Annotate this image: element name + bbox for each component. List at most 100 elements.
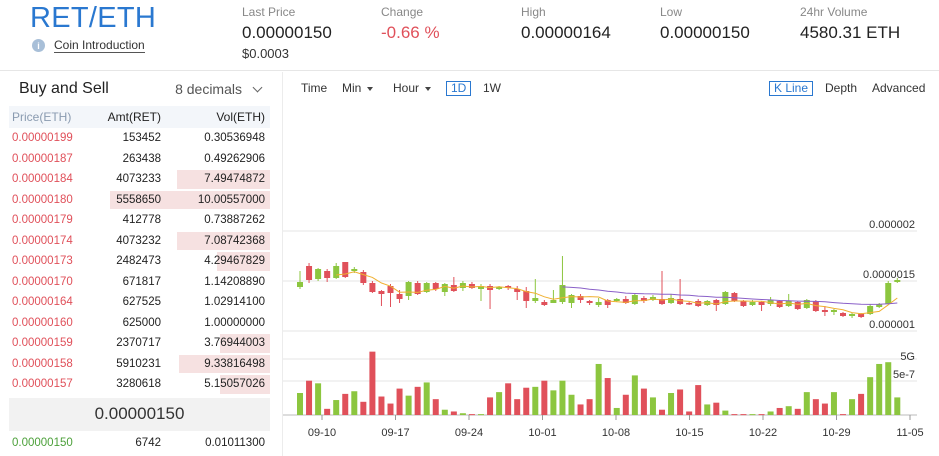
ask-volume: 9.33816498 <box>204 357 265 370</box>
volume-bar <box>559 380 566 415</box>
candle-body <box>387 286 394 293</box>
stat-value: 0.00000164 <box>521 23 611 42</box>
ask-row[interactable]: 0.00000184 4073233 7.49474872 <box>9 169 270 190</box>
volume-bar <box>894 397 901 415</box>
pair-title: RET/ETH <box>30 2 157 34</box>
stat-label: High <box>521 5 546 19</box>
ask-row[interactable]: 0.00000158 5910231 9.33816498 <box>9 354 270 375</box>
col-price: Price(ETH) <box>12 110 72 124</box>
volume-bar <box>631 375 638 415</box>
ask-row[interactable]: 0.00000173 2482473 4.29467829 <box>9 251 270 272</box>
coin-intro-link[interactable]: i Coin Introduction <box>32 38 145 53</box>
ask-row[interactable]: 0.00000199 153452 0.30536948 <box>9 128 270 149</box>
x-tick-label: 11-05 <box>896 427 923 439</box>
ask-row[interactable]: 0.00000160 625000 1.00000000 <box>9 313 270 334</box>
volume-bar <box>496 392 503 415</box>
ask-row[interactable]: 0.00000179 412778 0.73887262 <box>9 210 270 231</box>
volume-bar <box>821 403 828 415</box>
col-amount: Amt(RET) <box>107 110 161 124</box>
depth-bar <box>220 375 270 394</box>
volume-bar <box>342 393 349 415</box>
volume-bar <box>749 414 756 416</box>
x-tick-label: 10-22 <box>749 427 777 439</box>
ask-row[interactable]: 0.00000180 5558650 10.00557000 <box>9 190 270 211</box>
ask-volume: 1.14208890 <box>204 275 265 288</box>
candle-body <box>351 269 358 271</box>
ask-row[interactable]: 0.00000187 263438 0.49262906 <box>9 149 270 170</box>
ask-volume: 1.00000000 <box>204 316 265 329</box>
ask-row[interactable]: 0.00000164 627525 1.02914100 <box>9 292 270 313</box>
tab-hour[interactable]: Hour <box>393 82 432 95</box>
decimals-select[interactable]: 8 decimals <box>175 81 263 97</box>
candle-body <box>505 286 512 288</box>
tab-min[interactable]: Min <box>342 82 374 95</box>
tab-k-line[interactable]: K Line <box>769 81 814 96</box>
bid-row[interactable]: 0.00000150 6742 0.01011300 <box>9 433 270 454</box>
ask-volume: 0.73887262 <box>204 214 265 227</box>
tab-advanced[interactable]: Advanced <box>872 81 926 95</box>
caret-down-icon <box>367 86 374 91</box>
ask-price: 0.00000174 <box>12 234 73 247</box>
ask-row[interactable]: 0.00000157 3280618 5.15057026 <box>9 374 270 395</box>
ask-price: 0.00000184 <box>12 173 73 186</box>
depth-bar <box>220 334 270 353</box>
chart-toolbar: Time Min Hour 1D 1W K Line Depth Advance… <box>283 72 939 104</box>
volume-bar <box>812 399 819 415</box>
y-tick-label: 0.0000015 <box>863 269 915 281</box>
candle-body <box>821 310 828 312</box>
volume-bar <box>740 414 747 416</box>
ask-price: 0.00000157 <box>12 378 73 391</box>
volume-bar <box>459 413 466 415</box>
ask-amount: 3280618 <box>116 378 161 391</box>
candle-body <box>297 282 303 287</box>
ask-price: 0.00000158 <box>12 357 73 370</box>
ask-row[interactable]: 0.00000174 4073232 7.08742368 <box>9 231 270 252</box>
tab-1d[interactable]: 1D <box>446 81 472 96</box>
candle-body <box>360 272 367 283</box>
volume-bar <box>333 400 340 415</box>
y-tick-label: 5e-7 <box>893 369 915 381</box>
candle-body <box>885 283 892 304</box>
candle-body <box>378 291 385 294</box>
ask-price: 0.00000170 <box>12 275 73 288</box>
candle-body <box>496 287 503 289</box>
candle-body <box>478 286 484 289</box>
candle-body <box>532 298 539 301</box>
candle-body <box>758 302 765 305</box>
ask-volume: 7.08742368 <box>204 234 265 247</box>
stat-value: 0.00000150 <box>242 23 332 42</box>
bid-price: 0.00000150 <box>12 436 73 449</box>
tab-time[interactable]: Time <box>301 81 328 95</box>
candle-body <box>333 266 340 278</box>
stat-label: Change <box>381 5 424 19</box>
volume-bar <box>695 385 702 415</box>
candle-body <box>369 283 376 292</box>
coin-intro-label: Coin Introduction <box>54 38 145 53</box>
candle-body <box>604 300 611 305</box>
candle-body <box>441 284 448 292</box>
ask-volume: 3.76944003 <box>204 337 265 350</box>
bid-amount: 6742 <box>135 436 161 449</box>
ask-volume: 1.02914100 <box>204 296 265 309</box>
kline-chart[interactable]: 0.000002 0.0000015 0.000001 5e-7 5G 09-10 09-1… <box>283 72 939 456</box>
ask-amount: 4073232 <box>116 234 161 247</box>
candle-body <box>803 300 810 308</box>
volume-bar <box>423 382 430 415</box>
y-tick-label: 0.000002 <box>869 219 915 231</box>
ask-row[interactable]: 0.00000170 671817 1.14208890 <box>9 272 270 293</box>
depth-bar <box>178 354 270 373</box>
volume-bar <box>414 386 421 415</box>
info-icon: i <box>32 39 45 52</box>
candle-body <box>559 285 566 302</box>
volume-bar <box>849 399 856 415</box>
ask-price: 0.00000159 <box>12 337 73 350</box>
tab-depth[interactable]: Depth <box>825 81 858 95</box>
candle-body <box>749 302 756 305</box>
ask-row[interactable]: 0.00000159 2370717 3.76944003 <box>9 333 270 354</box>
order-book-title: Buy and Sell <box>19 80 109 97</box>
volume-bar <box>432 399 439 415</box>
candle-body <box>849 314 856 316</box>
ask-price: 0.00000179 <box>12 214 73 227</box>
tab-1w[interactable]: 1W <box>483 81 501 95</box>
candle-body <box>396 294 403 299</box>
